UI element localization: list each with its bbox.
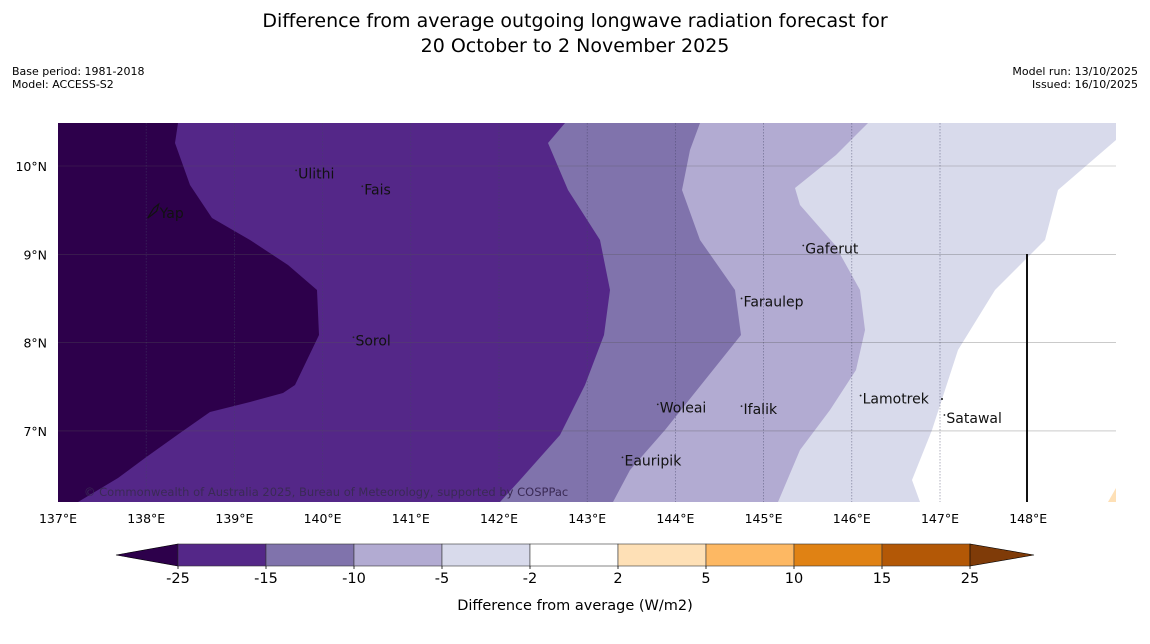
chart-title: Difference from average outgoing longwav… [0,9,1150,59]
lon-tick-label: 144°E [656,511,694,526]
place-label-lamotrek: Lamotrek [863,392,930,408]
place-label-fais: Fais [364,182,391,198]
place-label-satawal: Satawal [946,411,1001,427]
colorbar-tick-label: 10 [785,571,803,587]
colorbar-bin [705,543,795,567]
colorbar-tick-label: -25 [166,571,190,587]
model-name: Model: ACCESS-S2 [12,78,114,91]
lat-tick-label: 9°N [23,247,47,262]
island-marker [859,394,862,397]
place-label-gaferut: Gaferut [805,241,859,257]
colorbar-bin [617,543,707,567]
place-label-eauripik: Eauripik [624,453,682,469]
lon-tick-label: 146°E [833,511,871,526]
place-label-woleai: Woleai [660,400,707,416]
yap-coastline [147,202,160,219]
lon-tick-label: 137°E [39,511,77,526]
lat-tick-label: 7°N [23,424,47,439]
lon-tick-label: 143°E [568,511,606,526]
island-marker [621,456,624,459]
colorbar-tick-label: 2 [613,571,622,587]
lon-tick-label: 142°E [480,511,518,526]
colorbar-bin [529,543,619,567]
credit-text: © Commonwealth of Australia 2025, Bureau… [84,485,568,499]
lon-tick-label: 139°E [215,511,253,526]
colorbar-tick-label: 5 [701,571,710,587]
island-marker [943,414,946,416]
contour-band-below-minus25 [58,123,319,502]
colorbar-max-arrow [969,543,1035,567]
colorbar-tick-label: -10 [342,571,366,587]
lon-tick-label: 138°E [127,511,165,526]
axis-labels: 137°E 138°E 139°E 140°E 141°E 142°E 143°E 144°E… [15,159,1047,526]
colorbar-bin [881,543,971,567]
colorbar: -25 -15 -10 -5 -2 2 5 10 15 25 [115,543,1035,587]
colorbar-min-arrow [115,543,179,567]
lon-tick-label: 141°E [392,511,430,526]
place-label-faraulep: Faraulep [744,294,804,310]
meta-left: Base period: 1981-2018 Model: ACCESS-S2 [12,65,144,91]
colorbar-tick-label: -15 [254,571,278,587]
colorbar-tick-label: 15 [873,571,891,587]
colorbar-bin [265,543,355,567]
island-marker [361,185,364,188]
island-marker [740,405,743,408]
colorbar-bin [441,543,531,567]
meta-right: Model run: 13/10/2025 Issued: 16/10/2025 [1012,65,1138,91]
place-label-ifalik: Ifalik [744,402,778,418]
lon-tick-label: 145°E [745,511,783,526]
place-label-yap: Yap [159,206,184,222]
lon-tick-label: 147°E [921,511,959,526]
colorbar-title: Difference from average (W/m2) [457,598,693,614]
contour-corner-patch [1108,488,1116,502]
island-marker [295,169,298,172]
lon-tick-label: 140°E [304,511,342,526]
model-run: Model run: 13/10/2025 [1012,65,1138,78]
issued-date: Issued: 16/10/2025 [1031,78,1138,91]
title-line-1: Difference from average outgoing longwav… [262,10,888,32]
title-line-2: 20 October to 2 November 2025 [420,35,730,57]
colorbar-tick-label: -2 [523,571,537,587]
place-markers: Yap Ulithi Fais Gaferut Faraulep Sorol Lamotre… [147,166,1002,469]
island-marker [656,403,659,406]
island-marker [740,297,743,300]
colorbar-bin [793,543,883,567]
colorbar-tick-label: -5 [435,571,449,587]
island-marker [352,336,355,339]
colorbar-tick-label: 25 [961,571,979,587]
lon-tick-label: 148°E [1009,511,1047,526]
island-marker [802,244,805,247]
lat-tick-label: 8°N [23,336,47,351]
island-marker [941,398,943,400]
lat-tick-label: 10°N [15,159,47,174]
colorbar-bin [353,543,443,567]
place-label-ulithi: Ulithi [298,166,334,182]
contour-band-neutral [912,140,1116,502]
colorbar-bin [177,543,267,567]
place-label-sorol: Sorol [355,333,390,349]
gridlines [58,123,1116,502]
base-period: Base period: 1981-2018 [12,65,145,78]
